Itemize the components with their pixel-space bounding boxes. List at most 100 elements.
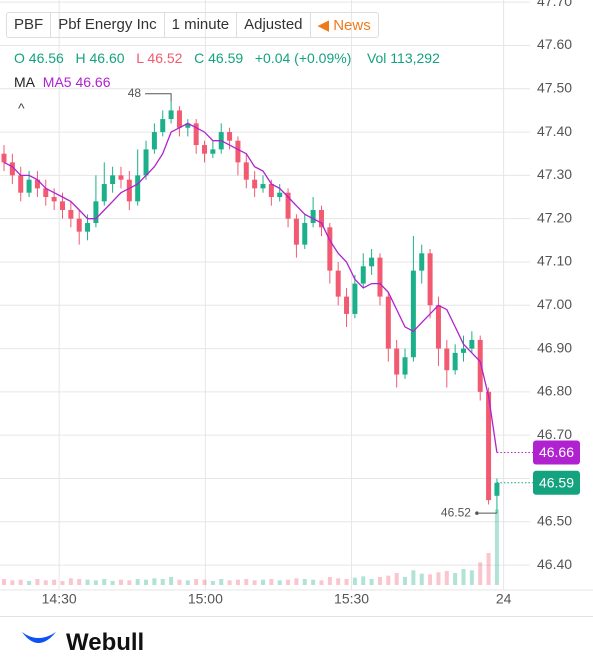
volume-bar (444, 571, 449, 585)
candle-body (85, 223, 91, 232)
candle-body (419, 253, 425, 271)
volume-bar (419, 573, 424, 585)
low-dot (475, 511, 479, 515)
volume-bar (394, 573, 399, 585)
adjust-button[interactable]: Adjusted (237, 13, 311, 37)
candle-body (452, 352, 458, 371)
x-tick-label: 15:30 (334, 591, 369, 607)
y-tick-label: 47.20 (537, 209, 572, 225)
candle-body (268, 184, 274, 198)
candle-body (143, 149, 149, 176)
candle-body (252, 179, 258, 189)
y-tick-label: 46.70 (537, 426, 572, 442)
candle-body (1, 153, 7, 163)
candle-body (469, 339, 475, 349)
volume-bar (110, 581, 115, 585)
volume-bar (411, 570, 416, 585)
volume-bar (152, 578, 157, 585)
candle-body (93, 201, 99, 224)
ma-label: MA (14, 74, 35, 90)
price-tag-label: 46.66 (539, 444, 574, 460)
candle-body (126, 179, 132, 202)
vol-value: 113,292 (390, 50, 440, 66)
candle-body (410, 270, 416, 358)
candle-body (344, 296, 350, 314)
low-label: 46.52 (441, 505, 471, 519)
volume-bar (311, 579, 316, 585)
x-tick-label: 15:00 (188, 591, 223, 607)
candle-body (34, 179, 40, 189)
candle-body (118, 175, 124, 180)
candle-body (193, 123, 199, 146)
candle-body (385, 296, 391, 349)
high-label: H (75, 50, 86, 66)
volume-bar (436, 572, 441, 585)
open-value: 46.56 (28, 50, 64, 66)
news-button[interactable]: ◀︎ News (317, 17, 371, 34)
ma5-value: 46.66 (75, 74, 111, 90)
volume-bar (352, 577, 357, 585)
volume-bar (294, 578, 299, 585)
volume-bar (286, 579, 291, 585)
price-tag (533, 440, 580, 465)
x-tick-label: 14:30 (42, 591, 77, 607)
volume-bar (344, 579, 349, 585)
volume-bar (252, 580, 257, 585)
candle-body (369, 257, 375, 267)
volume-bar (361, 576, 366, 585)
candle-body (293, 218, 299, 245)
volume-bar (10, 580, 15, 585)
candle-body (277, 192, 283, 198)
volume-bar (210, 581, 215, 585)
volume-bar (319, 580, 324, 585)
volume-bar (194, 579, 199, 585)
volume-bar (85, 579, 90, 585)
volume-bar (118, 579, 123, 585)
y-tick-label: 47.60 (537, 36, 572, 52)
volume-bar (327, 577, 332, 585)
volume-bar (93, 580, 98, 585)
symbol[interactable]: PBF (7, 13, 52, 37)
open-label: O (14, 50, 25, 66)
y-tick-label: 47.30 (537, 166, 572, 182)
candle-body (101, 184, 107, 202)
volume-bar (235, 579, 240, 585)
candle-body (59, 201, 65, 211)
volume-bar (377, 577, 382, 585)
candle-body (202, 145, 208, 154)
y-tick-label: 46.50 (537, 512, 572, 528)
volume-bar (160, 579, 165, 585)
y-tick-label: 46.80 (537, 383, 572, 399)
collapse-caret[interactable]: ^ (18, 100, 25, 116)
candle-body (151, 132, 157, 150)
ohlc-row: O 46.56 H 46.60 L 46.52 C 46.59 +0.04 (+… (14, 50, 440, 66)
candle-body (377, 257, 383, 297)
volume-bar (260, 579, 265, 585)
interval-button[interactable]: 1 minute (165, 13, 238, 37)
candle-body (318, 210, 324, 228)
volume-bar (369, 579, 374, 585)
ma5-label: MA5 (42, 74, 72, 90)
candle-body (352, 283, 358, 314)
y-tick-label: 47.50 (537, 79, 572, 95)
candle-body (260, 184, 266, 189)
y-tick-label: 47.00 (537, 296, 572, 312)
low-label: L (136, 50, 144, 66)
x-tick-label: 24 (496, 591, 512, 607)
volume-bar (102, 579, 107, 585)
volume-bar (486, 553, 491, 585)
candle-body (51, 197, 57, 202)
change: +0.04 (+0.09%) (254, 50, 352, 66)
volume-bar (43, 580, 48, 585)
volume-bar (77, 579, 82, 585)
candle-body (185, 123, 191, 128)
candle-body (486, 391, 492, 501)
candle-body (76, 218, 82, 232)
volume-bar (461, 569, 466, 585)
volume-bar (302, 579, 307, 585)
close-value: 46.59 (208, 50, 244, 66)
volume-bar (127, 580, 132, 585)
vol-label: Vol (366, 50, 387, 66)
